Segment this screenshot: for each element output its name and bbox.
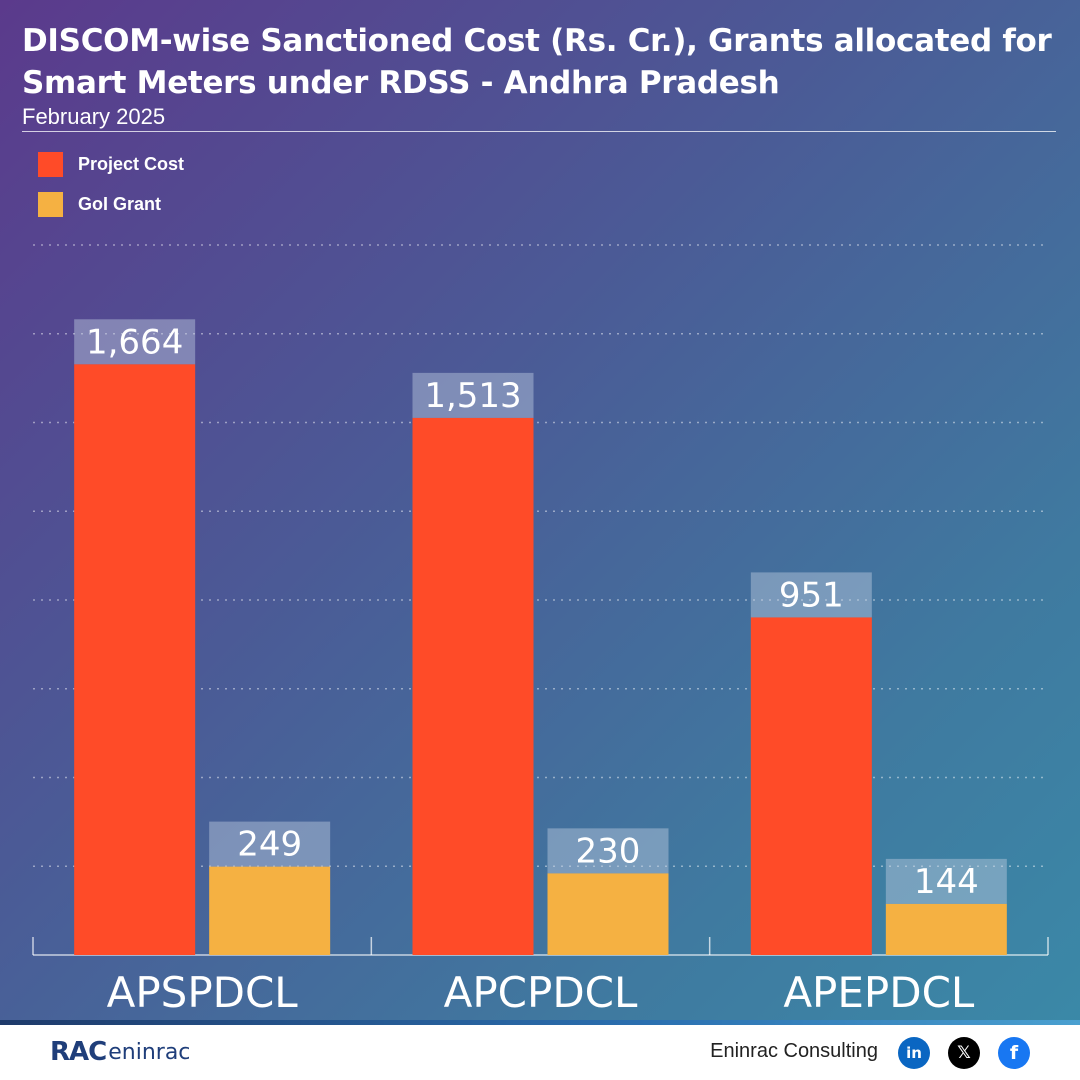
- brand-name: Eninrac Consulting: [710, 1040, 878, 1062]
- bar-project-cost-apcpdcl: [412, 417, 534, 955]
- legend-swatch-goi-grant: [38, 192, 63, 217]
- bar-goi-grant-apspdcl: [209, 866, 331, 955]
- legend-label: Project Cost: [78, 154, 185, 174]
- data-label: 230: [576, 831, 641, 871]
- chart-title: DISCOM-wise Sanctioned Cost (Rs. Cr.), G…: [22, 23, 1052, 101]
- data-label-box: [209, 821, 331, 867]
- linkedin-icon[interactable]: in: [898, 1037, 930, 1069]
- bar-chart: 1,664 249 APSPDCL 1,513 230 APCPDCL 951 144 APEP…: [74, 319, 1007, 1017]
- legend-item-project-cost: Project Cost: [38, 152, 184, 177]
- data-label-box: [547, 828, 669, 874]
- x-icon[interactable]: 𝕏: [948, 1037, 980, 1069]
- bar-goi-grant-apcpdcl: [547, 873, 669, 955]
- footer-accent-bar: [0, 1020, 1080, 1025]
- bar-goi-grant-apepdcl: [885, 903, 1007, 955]
- x-tick-label: APCPDCL: [444, 968, 638, 1017]
- data-label: 1,513: [424, 376, 521, 416]
- eninrac-logo: RAC eninrac: [50, 1037, 190, 1067]
- data-label: 144: [914, 862, 979, 902]
- footer: RAC eninrac Eninrac Consulting in 𝕏 f: [0, 1025, 1080, 1080]
- bar-project-cost-apspdcl: [74, 364, 196, 955]
- data-label-box: [885, 858, 1007, 904]
- legend-label: GoI Grant: [78, 194, 162, 214]
- data-label: 951: [779, 575, 844, 615]
- data-label-box: [750, 572, 872, 618]
- header-divider: [22, 131, 1056, 132]
- legend-swatch-project-cost: [38, 152, 63, 177]
- logo-text: eninrac: [108, 1039, 191, 1065]
- chart-header: DISCOM-wise Sanctioned Cost (Rs. Cr.), G…: [22, 20, 1062, 130]
- legend: Project Cost GoI Grant: [38, 152, 184, 232]
- facebook-icon[interactable]: f: [998, 1037, 1030, 1069]
- chart-subtitle: February 2025: [22, 104, 166, 129]
- data-label-box: [74, 319, 196, 365]
- data-label: 1,664: [86, 322, 183, 362]
- bar-project-cost-apepdcl: [750, 617, 872, 955]
- logo-mark: RAC: [50, 1037, 107, 1067]
- legend-item-goi-grant: GoI Grant: [38, 192, 184, 217]
- data-label-box: [412, 372, 534, 418]
- x-tick-label: APEPDCL: [783, 968, 975, 1017]
- data-label: 249: [237, 825, 302, 865]
- x-tick-label: APSPDCL: [107, 968, 299, 1017]
